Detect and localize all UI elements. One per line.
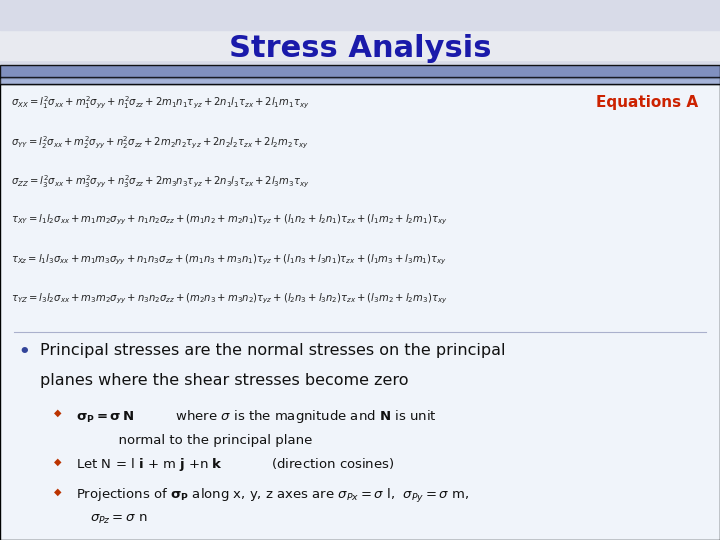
Text: ◆: ◆ bbox=[54, 408, 61, 418]
Bar bbox=[0, 210, 720, 240]
Text: Stress Analysis: Stress Analysis bbox=[229, 34, 491, 63]
Bar bbox=[0, 450, 720, 480]
Bar bbox=[0, 270, 720, 300]
Text: Principal stresses are the normal stresses on the principal: Principal stresses are the normal stress… bbox=[40, 343, 505, 358]
Text: $\sigma_{YY} = l_2^2\sigma_{xx} + m_2^2\sigma_{yy} + n_2^2\sigma_{zz} + 2m_2n_2\: $\sigma_{YY} = l_2^2\sigma_{xx} + m_2^2\… bbox=[11, 134, 308, 151]
Text: Projections of $\mathbf{\sigma_P}$ along x, y, z axes are $\sigma_{Px}$$=\sigma$: Projections of $\mathbf{\sigma_P}$ along… bbox=[76, 487, 469, 505]
Text: normal to the principal plane: normal to the principal plane bbox=[76, 434, 312, 447]
Text: $\sigma_{XX} = l_1^2\sigma_{xx} + m_1^2\sigma_{yy} + n_1^2\sigma_{zz} + 2m_1n_1\: $\sigma_{XX} = l_1^2\sigma_{xx} + m_1^2\… bbox=[11, 94, 310, 111]
Bar bbox=[0, 180, 720, 210]
FancyBboxPatch shape bbox=[0, 65, 720, 78]
Bar bbox=[0, 300, 720, 330]
Bar bbox=[0, 330, 720, 360]
FancyBboxPatch shape bbox=[0, 84, 720, 540]
Text: $\sigma_{ZZ} = l_3^2\sigma_{xx} + m_3^2\sigma_{yy} + n_3^2\sigma_{zz} + 2m_3n_3\: $\sigma_{ZZ} = l_3^2\sigma_{xx} + m_3^2\… bbox=[11, 173, 310, 190]
Bar bbox=[0, 0, 720, 30]
Bar bbox=[0, 30, 720, 60]
Text: ◆: ◆ bbox=[54, 487, 61, 497]
Bar bbox=[0, 90, 720, 120]
Bar bbox=[0, 390, 720, 420]
Text: $\sigma_{Pz}$$=\sigma$ n: $\sigma_{Pz}$$=\sigma$ n bbox=[90, 513, 148, 526]
Text: ◆: ◆ bbox=[54, 456, 61, 467]
Text: $\tau_{XY} = l_1l_2\sigma_{xx} + m_1m_2\sigma_{yy} + n_1n_2\sigma_{zz} + (m_1n_2: $\tau_{XY} = l_1l_2\sigma_{xx} + m_1m_2\… bbox=[11, 213, 447, 227]
Bar bbox=[0, 150, 720, 180]
Text: $\tau_{Xz} = l_1l_3\sigma_{xx} + m_1m_3\sigma_{yy} + n_1n_3\sigma_{zz} + (m_1n_3: $\tau_{Xz} = l_1l_3\sigma_{xx} + m_1m_3\… bbox=[11, 252, 446, 267]
Text: planes where the shear stresses become zero: planes where the shear stresses become z… bbox=[40, 373, 408, 388]
Text: •: • bbox=[18, 343, 30, 361]
Text: Equations A: Equations A bbox=[596, 94, 698, 110]
Bar bbox=[0, 240, 720, 270]
Text: $\tau_{YZ} = l_3l_2\sigma_{xx} + m_3m_2\sigma_{yy} + n_3n_2\sigma_{zz} + (m_2n_3: $\tau_{YZ} = l_3l_2\sigma_{xx} + m_3m_2\… bbox=[11, 292, 447, 306]
FancyBboxPatch shape bbox=[0, 77, 720, 84]
Bar bbox=[0, 510, 720, 540]
Bar bbox=[0, 360, 720, 390]
Bar bbox=[0, 120, 720, 150]
Text: Let N = l $\mathbf{i}$ + m $\mathbf{j}$ +n $\mathbf{k}$            (direction co: Let N = l $\mathbf{i}$ + m $\mathbf{j}$ … bbox=[76, 456, 394, 473]
Bar bbox=[0, 60, 720, 90]
Bar bbox=[0, 480, 720, 510]
Text: $\mathbf{\sigma_P}$$\mathbf{=\sigma\, N}$          where $\sigma$ is the magnitu: $\mathbf{\sigma_P}$$\mathbf{=\sigma\, N}… bbox=[76, 408, 436, 424]
Bar bbox=[0, 420, 720, 450]
